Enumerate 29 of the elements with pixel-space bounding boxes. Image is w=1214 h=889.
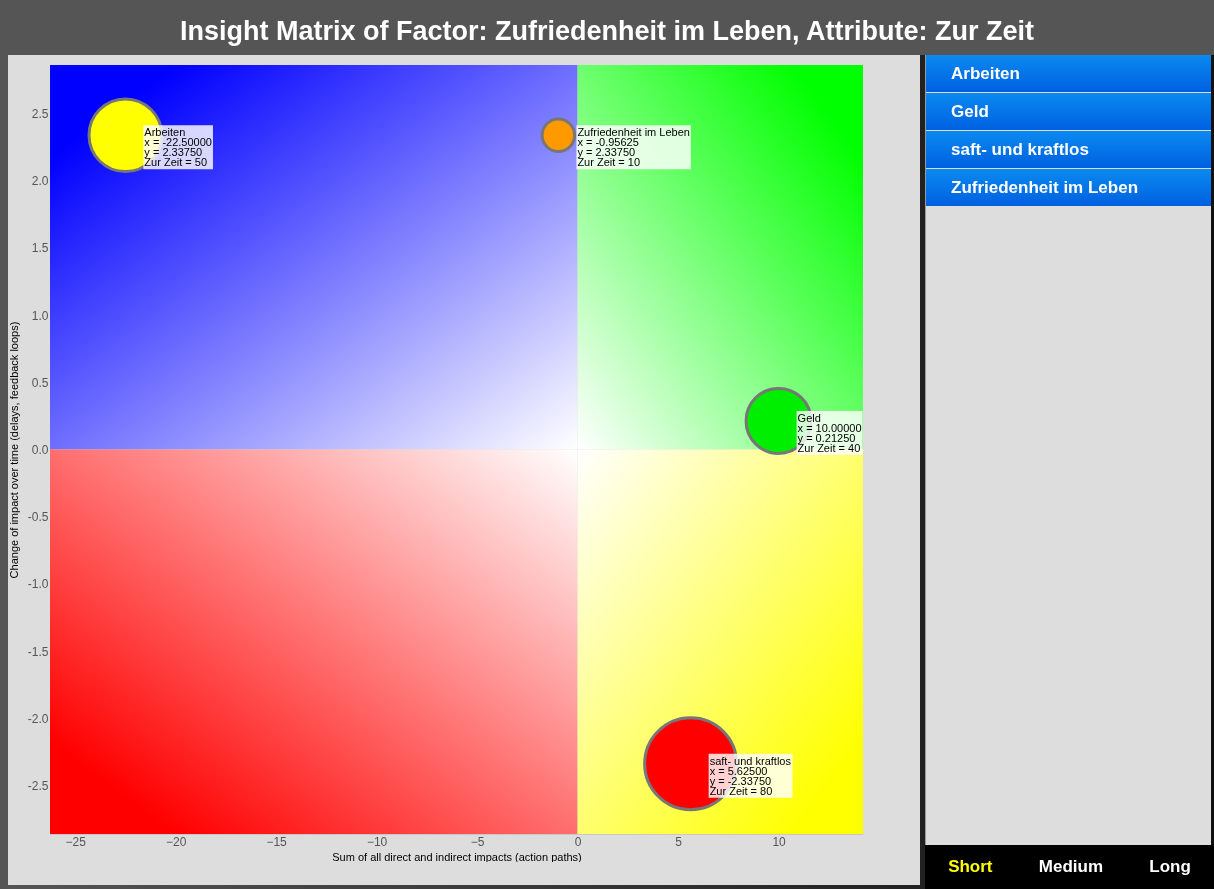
x-tick-label: −15 — [266, 834, 288, 849]
text: Medium — [1038, 857, 1104, 877]
x-tick-label: 0 — [574, 834, 582, 849]
y-tick-label: 0.5 — [31, 375, 49, 390]
y-tick-label: -2.0 — [27, 711, 49, 726]
y-tick-label: 2.0 — [31, 174, 49, 189]
x-tick-label: −25 — [65, 834, 87, 849]
y-tick-label: 1.0 — [31, 308, 49, 323]
y-tick-label: 0.0 — [31, 443, 49, 457]
x-tick-label: −5 — [470, 834, 485, 849]
text: Short — [948, 857, 993, 877]
text: Geld — [926, 93, 1211, 130]
text: Long — [1149, 857, 1191, 877]
y-tick-label: -0.5 — [27, 510, 49, 525]
x-axis-title: Sum of all direct and indirect impacts (action paths) — [332, 850, 582, 863]
y-tick-label: 2.5 — [31, 106, 49, 121]
text: Zufriedenheit im Leben — [926, 169, 1211, 206]
text: saft- und kraftlos — [926, 131, 1211, 168]
text: Arbeiten — [926, 55, 1211, 92]
y-tick-label: -1.0 — [27, 577, 49, 592]
x-tick-label: 5 — [675, 834, 683, 849]
y-tick-label: -2.5 — [27, 779, 49, 794]
y-tick-label: 1.5 — [31, 241, 49, 256]
y-axis-title: Change of impact over time (delays, feedback loops) — [7, 321, 20, 579]
x-tick-label: 10 — [772, 834, 787, 849]
chart-title: Insight Matrix of Factor: Zufriedenheit im Leben, Attribute: Zur Zeit — [0, 0, 1214, 55]
y-tick-label: -1.5 — [27, 644, 49, 659]
x-tick-label: −20 — [165, 834, 187, 849]
x-tick-label: −10 — [366, 834, 388, 849]
